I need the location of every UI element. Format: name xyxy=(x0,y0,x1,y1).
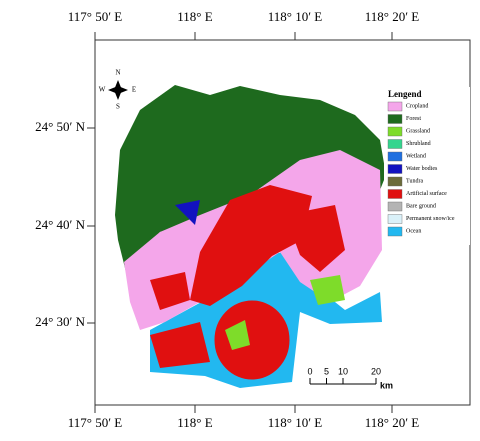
island-south xyxy=(212,298,292,382)
legend-swatch xyxy=(388,215,402,224)
legend-label: Permanent snow/ice xyxy=(406,216,455,222)
legend-label: Artificial surface xyxy=(406,190,447,197)
compass-label: S xyxy=(116,103,120,111)
legend-label: Bare ground xyxy=(406,203,436,209)
legend-swatch xyxy=(388,115,402,124)
compass-label: E xyxy=(132,86,136,94)
longitude-label: 118° E xyxy=(177,415,212,430)
legend-swatch xyxy=(388,152,402,161)
legend-swatch xyxy=(388,165,402,174)
legend-label: Water bodies xyxy=(406,166,438,172)
longitude-label: 117° 50′ E xyxy=(68,415,123,430)
legend-swatch xyxy=(388,227,402,236)
longitude-label: 118° 10′ E xyxy=(268,415,323,430)
legend-swatch xyxy=(388,190,402,199)
compass-label: W xyxy=(99,86,106,94)
legend-title: Lengend xyxy=(388,89,422,99)
latitude-label: 24° 40′ N xyxy=(35,217,86,232)
longitude-label: 117° 50′ E xyxy=(68,9,123,24)
legend-swatch xyxy=(388,177,402,186)
longitude-label: 118° 10′ E xyxy=(268,9,323,24)
scale-label: 0 xyxy=(307,366,312,376)
latitude-label: 24° 30′ N xyxy=(35,314,86,329)
legend-swatch xyxy=(388,102,402,111)
legend-swatch xyxy=(388,140,402,149)
longitude-label: 118° 20′ E xyxy=(365,415,420,430)
compass-label: N xyxy=(115,69,120,77)
scale-label: 10 xyxy=(338,366,348,376)
legend-swatch xyxy=(388,127,402,136)
legend-label: Grassland xyxy=(406,128,430,134)
scale-label: 20 xyxy=(371,366,381,376)
legend-label: Cropland xyxy=(406,103,428,109)
legend-label: Shrubland xyxy=(406,141,431,147)
longitude-label: 118° 20′ E xyxy=(365,9,420,24)
legend-label: Wetland xyxy=(406,153,426,159)
legend-label: Ocean xyxy=(406,228,421,234)
legend-label: Forest xyxy=(406,116,421,122)
scale-label: 5 xyxy=(324,366,329,376)
legend-swatch xyxy=(388,202,402,211)
scale-unit: km xyxy=(380,380,393,390)
latitude-label: 24° 50′ N xyxy=(35,119,86,134)
legend-label: Tundra xyxy=(406,178,423,184)
longitude-label: 118° E xyxy=(177,9,212,24)
map-figure: N S W E Lengend Cropland Forest Grassland S… xyxy=(0,0,480,436)
